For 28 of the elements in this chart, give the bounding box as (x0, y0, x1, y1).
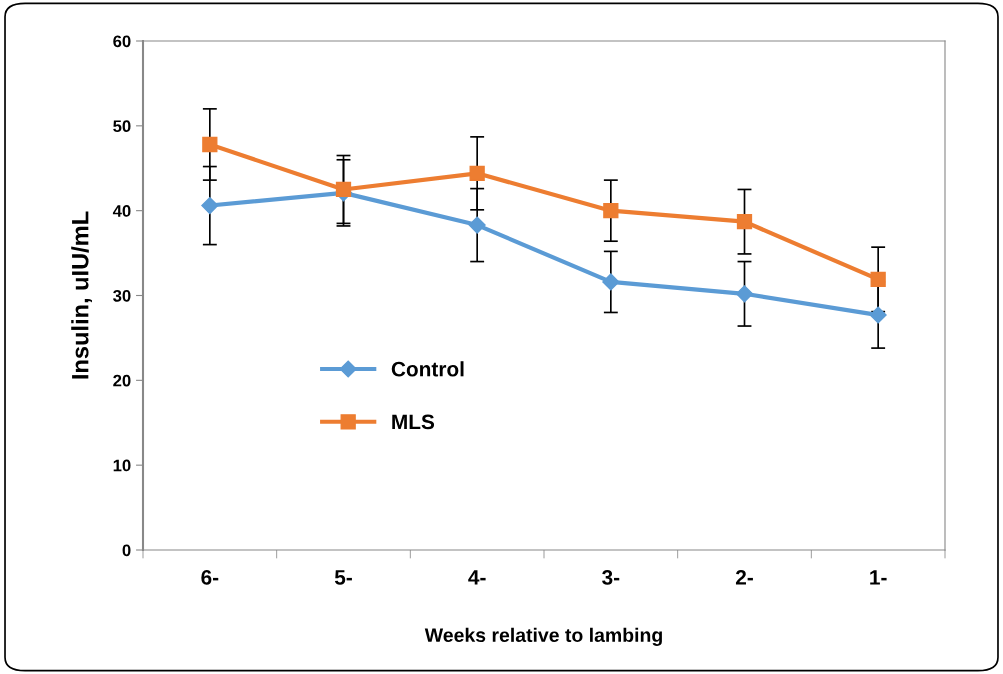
point (736, 214, 753, 230)
y-tick-label: 50 (113, 120, 131, 133)
x-tick-label: 2- (735, 569, 753, 585)
x-tick-label: 5- (334, 570, 352, 585)
point (602, 273, 620, 291)
x-tick-label: 4- (468, 570, 486, 585)
legend-label: Control (391, 361, 464, 377)
point (201, 197, 219, 215)
x-tick-label: 1- (870, 570, 887, 585)
y-tick-label: 0 (122, 544, 131, 557)
x-axis-title: Weeks relative to lambing (424, 627, 662, 646)
legend-label: MLS (392, 414, 435, 430)
y-tick-label: 20 (113, 374, 131, 387)
y-tick-label: 60 (113, 35, 131, 48)
y-tick-label: 30 (113, 289, 131, 302)
point (202, 136, 218, 153)
point (603, 203, 619, 219)
y-axis-title: Insulin, uIU/mL (71, 211, 92, 379)
point (869, 306, 887, 324)
point (870, 271, 886, 288)
point (468, 216, 486, 234)
x-tick-label: 6- (201, 569, 219, 585)
y-tick-label: 10 (113, 459, 131, 472)
point (335, 181, 352, 198)
x-tick-label: 3- (602, 569, 620, 585)
point (735, 285, 754, 303)
point (469, 165, 485, 181)
y-tick-label: 40 (112, 205, 131, 217)
